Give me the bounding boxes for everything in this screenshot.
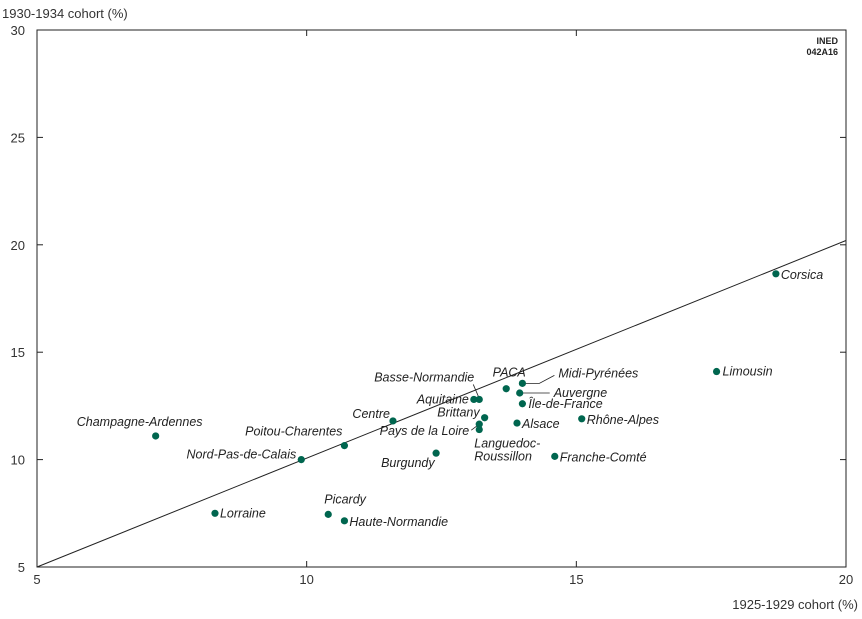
label-poitou-charentes: Poitou-Charentes: [245, 425, 342, 439]
label-auvergne: Auvergne: [553, 386, 608, 400]
point-midi-pyrenees: [518, 379, 527, 387]
label-champagne-ardennes: Champagne-Ardennes: [77, 415, 203, 429]
point-basse-normandie: [475, 395, 483, 404]
label-paca: PACA: [493, 366, 526, 380]
y-tick-label: 15: [11, 345, 25, 360]
watermark-line-2: 042A16: [806, 47, 838, 57]
point-lorraine: [211, 509, 219, 517]
data-points: [152, 270, 780, 525]
label-franche-comte: Franche-Comté: [560, 450, 647, 464]
point-poitou-charentes: [340, 442, 349, 450]
point-picardy: [324, 510, 332, 518]
label-limousin: Limousin: [723, 365, 773, 379]
point-auvergne: [516, 389, 524, 397]
point-haute-normandie: [340, 517, 349, 525]
label-midi-pyrenees: Midi-Pyrénées: [558, 366, 638, 380]
label-nord-pas-de-calais: Nord-Pas-de-Calais: [187, 448, 297, 462]
point-pays-de-la-loire: [475, 420, 483, 428]
x-tick-label: 10: [299, 572, 313, 587]
leader-midi-pyrenees: [524, 374, 555, 384]
point-limousin: [712, 367, 721, 376]
label-ile-de-france: Île-de-France: [528, 396, 602, 411]
label-basse-normandie: Basse-Normandie: [374, 370, 474, 384]
x-tick-label: 15: [569, 572, 583, 587]
point-brittany: [481, 414, 489, 422]
label-languedoc-roussillon: Languedoc-Roussillon: [474, 437, 540, 464]
x-tick-label: 20: [839, 572, 853, 587]
y-tick-label: 10: [11, 453, 25, 468]
reference-line: [36, 240, 847, 568]
label-burgundy: Burgundy: [381, 456, 435, 470]
label-alsace: Alsace: [521, 417, 560, 431]
point-alsace: [513, 419, 521, 427]
point-champagne-ardennes: [152, 432, 160, 440]
point-ile-de-france: [518, 400, 527, 408]
y-tick-label: 25: [11, 130, 25, 145]
y-tick-label: 30: [11, 23, 25, 38]
point-franche-comte: [551, 452, 559, 460]
x-tick-label: 5: [33, 572, 40, 587]
label-aquitaine: Aquitaine: [416, 392, 469, 406]
point-labels: Corsica Limousin Champagne-Ardennes Lorrain…: [77, 268, 824, 529]
point-paca: [502, 385, 510, 393]
plot-frame: [36, 29, 847, 568]
y-axis-title: 1930-1934 cohort (%): [2, 6, 128, 21]
y-tick-label: 5: [18, 560, 25, 575]
label-lorraine: Lorraine: [220, 506, 266, 520]
axis-ticks: 5 10 15 20 5 10 15 20 25 30: [11, 23, 854, 587]
label-centre: Centre: [352, 407, 390, 421]
label-pays-de-la-loire: Pays de la Loire: [380, 424, 470, 438]
x-axis-title: 1925-1929 cohort (%): [732, 597, 858, 612]
point-corsica: [772, 270, 780, 278]
label-brittany: Brittany: [437, 406, 480, 420]
point-nord-pas-de-calais: [297, 456, 305, 464]
watermark-line-1: INED: [816, 36, 838, 46]
label-haute-normandie: Haute-Normandie: [349, 515, 448, 529]
point-aquitaine: [470, 395, 478, 404]
label-corsica: Corsica: [781, 268, 823, 282]
point-languedoc-roussillon: [475, 425, 483, 434]
label-rhone-alpes: Rhône-Alpes: [587, 413, 659, 427]
y-tick-label: 20: [11, 238, 25, 253]
point-burgundy: [432, 449, 440, 457]
label-picardy: Picardy: [324, 492, 366, 506]
point-rhone-alpes: [578, 415, 586, 423]
point-centre: [389, 417, 397, 425]
